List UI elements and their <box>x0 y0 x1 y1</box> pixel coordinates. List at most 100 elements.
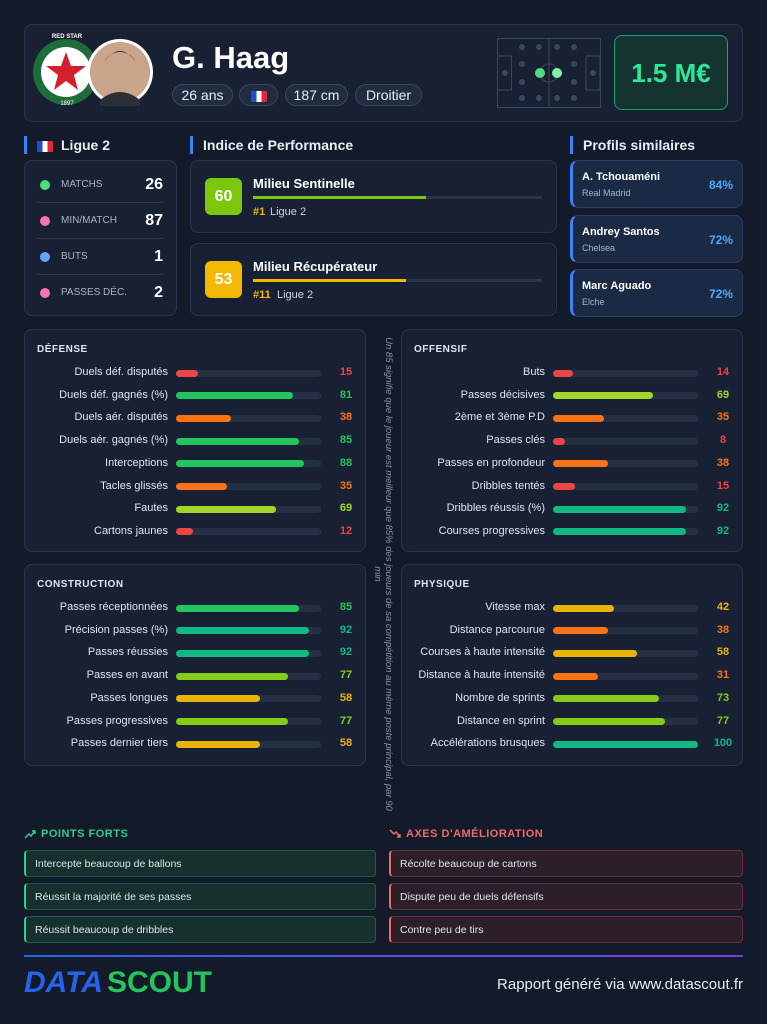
league-stat-value: 1 <box>154 248 163 265</box>
section-title: Profils similaires <box>570 136 695 154</box>
stat-label: Duels aér. gagnés (%) <box>59 434 168 447</box>
value-box <box>614 35 728 110</box>
stat-track <box>176 528 321 536</box>
perf-league: Ligue 2 <box>270 206 307 218</box>
stat-bar <box>553 740 698 748</box>
market-value: 1.5 M€ <box>631 58 711 88</box>
stat-label: Duels aér. disputés <box>74 411 168 424</box>
stat-label: Vitesse max <box>485 601 545 613</box>
logo-right: SCOUT <box>107 966 212 999</box>
divider <box>36 238 164 239</box>
foot-pill: Droitier <box>355 84 422 106</box>
footer-line <box>24 955 743 957</box>
age-pill: 26 ans <box>172 84 233 106</box>
stat-bar <box>176 649 310 657</box>
stat-track <box>553 483 698 490</box>
perf-bar <box>253 279 407 282</box>
league-stat-value: 26 <box>145 176 163 193</box>
stat-value: 31 <box>716 669 730 682</box>
league-title: Ligue 2 <box>61 137 111 153</box>
stat-value: 38 <box>716 456 730 469</box>
stat-label: Dribbles tentés <box>471 479 545 492</box>
stat-label: Buts <box>522 366 545 378</box>
list-text: Intercepte beaucoup de ballons <box>35 858 182 870</box>
photo <box>90 42 150 102</box>
stat-track <box>553 604 698 612</box>
stat-bar <box>176 392 294 400</box>
stat-value: 58 <box>339 737 353 750</box>
stat-value: 58 <box>339 691 353 704</box>
divider <box>36 202 164 203</box>
divider <box>36 274 164 275</box>
stat-value: 38 <box>339 411 353 424</box>
perf-score: 60 <box>205 178 242 215</box>
similar-card <box>570 160 743 208</box>
percentile-note: Un 85 signifie que le joueur est meilleu… <box>372 337 394 811</box>
stat-label: Distance en sprint <box>456 714 545 727</box>
stat-bar <box>176 483 227 490</box>
stat-value: 69 <box>716 388 730 401</box>
panel-title: PHYSIQUE <box>414 579 470 590</box>
stat-label: Passes décisives <box>460 388 545 401</box>
stat-bar <box>553 505 687 513</box>
stat-value: 58 <box>716 646 730 659</box>
position-dot <box>552 68 562 78</box>
section-title: Indice de Performance <box>190 136 353 154</box>
player-name: G. Haag <box>172 40 290 75</box>
stat-value: 92 <box>716 524 730 537</box>
badge-star <box>46 52 86 90</box>
list-text: Réussit la majorité de ses passes <box>35 891 192 903</box>
similar-match: 84% <box>708 178 733 192</box>
pitch-box <box>497 55 512 91</box>
stat-value: 92 <box>339 623 353 636</box>
stat-track <box>553 437 698 445</box>
similar-match: 72% <box>708 287 733 301</box>
list-item <box>389 916 743 943</box>
stat-label: Courses à haute intensité <box>420 646 545 659</box>
stat-label: Fautes <box>134 502 168 515</box>
list-text: Contre peu de tirs <box>400 924 484 936</box>
list-text: Dispute peu de duels défensifs <box>400 891 544 903</box>
stat-label: Passes en profondeur <box>437 456 545 469</box>
stat-value: 88 <box>339 456 353 469</box>
panel-title: CONSTRUCTION <box>37 579 124 590</box>
stat-bar <box>553 460 609 468</box>
logo-left: DATA <box>24 966 103 999</box>
stat-bar <box>553 649 638 657</box>
stat-bar <box>553 604 614 612</box>
stat-track <box>553 672 698 680</box>
stat-value: 15 <box>716 479 730 492</box>
perf-league: Ligue 2 <box>277 289 314 301</box>
stat-value: 100 <box>713 737 733 750</box>
stat-value: 35 <box>339 479 353 492</box>
stat-bar <box>553 437 565 445</box>
trend-icon <box>24 830 36 839</box>
similar-card <box>570 269 743 317</box>
stat-bar <box>176 414 232 422</box>
stat-label: Distance parcourue <box>449 623 545 636</box>
stat-bar <box>176 672 288 680</box>
stat-value: 81 <box>339 388 353 401</box>
similar-match: 72% <box>708 233 733 247</box>
stat-label: Cartons jaunes <box>94 524 168 537</box>
stat-bar <box>176 437 300 445</box>
flag-pill <box>239 84 278 106</box>
stat-value: 77 <box>339 714 353 727</box>
stat-track <box>176 414 321 422</box>
panel-title: DÉFENSE <box>37 344 88 355</box>
stat-value: 35 <box>716 411 730 424</box>
stat-bar <box>553 627 609 635</box>
stat-value: 15 <box>339 366 353 378</box>
pitch-box <box>585 55 601 91</box>
stat-label: Passes longues <box>90 691 168 704</box>
credit: Rapport généré via www.datascout.fr <box>497 976 743 993</box>
league-stat-value: 2 <box>154 284 163 301</box>
perf-bar <box>253 196 427 199</box>
photo-hair <box>104 51 136 62</box>
stat-label: Passes dernier tiers <box>70 737 168 750</box>
stat-label: Distance à haute intensité <box>418 669 545 682</box>
section-title: Ligue 2 <box>24 136 110 154</box>
position-dot <box>535 68 545 78</box>
stat-bar <box>553 392 654 400</box>
